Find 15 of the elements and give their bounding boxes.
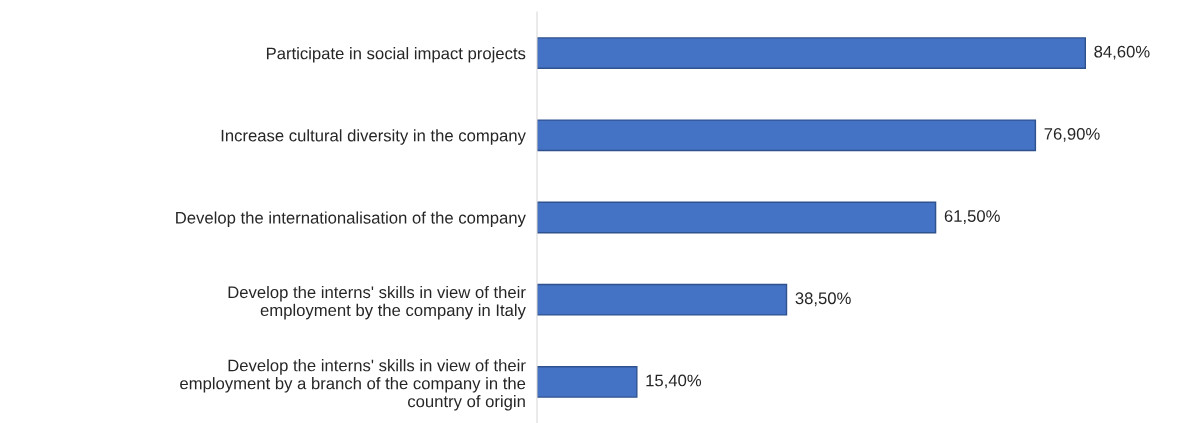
data-label: 84,60% xyxy=(1094,45,1150,60)
data-label: 76,90% xyxy=(1044,127,1100,142)
data-label: 61,50% xyxy=(944,210,1000,224)
bar xyxy=(537,119,1037,152)
bar xyxy=(537,365,638,398)
y-tick-label: Develop the internationalisation of the company xyxy=(176,211,526,227)
y-tick-label: Participate in social impact projects xyxy=(266,47,526,63)
y-tick-label: Increase cultural diversity in the company xyxy=(221,129,526,145)
bar xyxy=(537,283,788,316)
data-label: 15,40% xyxy=(646,374,702,389)
data-label: 38,50% xyxy=(795,292,851,307)
y-tick-label: Develop the interns' skills in view of their employment by a branch of the company in the country of origin xyxy=(180,359,526,411)
bar xyxy=(537,201,937,234)
y-tick-label: Develop the interns' skills in view of their employment by the company in Italy xyxy=(228,285,526,320)
bar xyxy=(537,37,1087,70)
